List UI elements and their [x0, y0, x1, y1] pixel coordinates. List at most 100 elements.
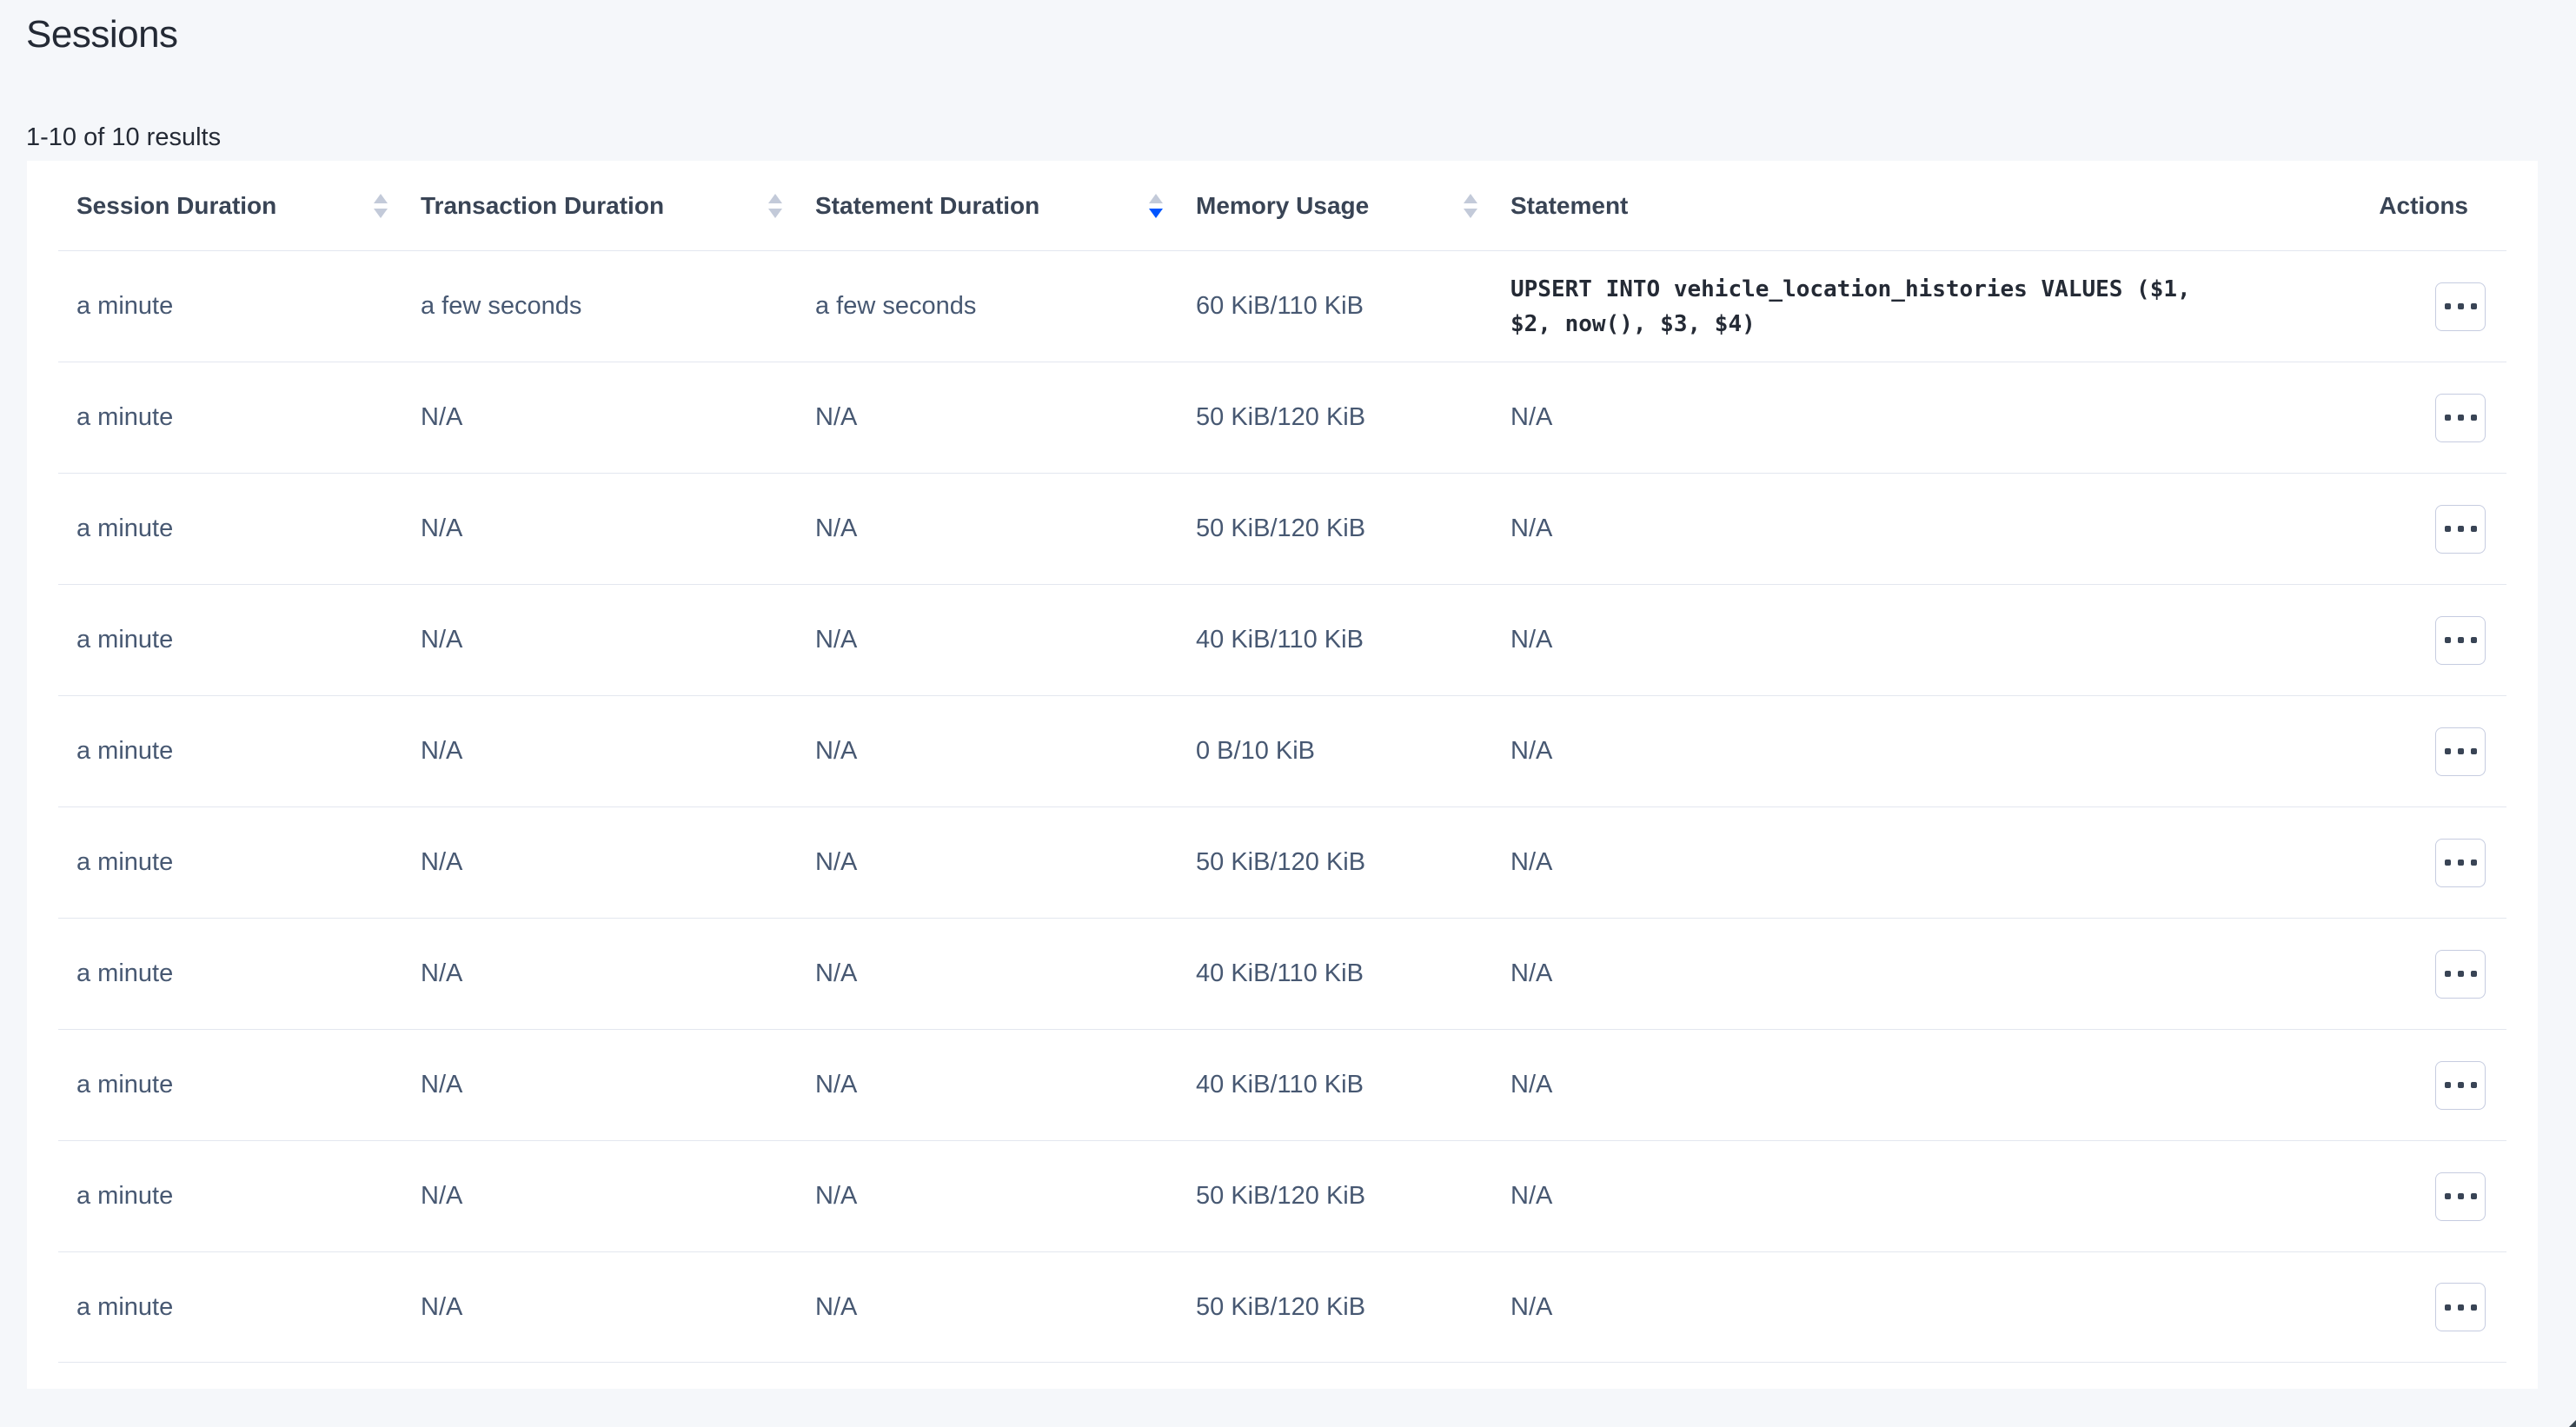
statement-duration-cell: N/A — [815, 514, 858, 542]
column-header-transaction-duration[interactable]: Transaction Duration — [421, 161, 815, 250]
row-actions-button[interactable] — [2435, 838, 2486, 887]
ellipsis-icon — [2457, 748, 2464, 754]
ellipsis-icon — [2457, 971, 2464, 977]
statement-cell: N/A — [1510, 1252, 2380, 1362]
transaction-duration-cell: N/A — [421, 403, 463, 431]
actions-cell — [2380, 807, 2506, 918]
row-actions-button[interactable] — [2435, 727, 2486, 776]
row-actions-button[interactable] — [2435, 1171, 2486, 1221]
sort-carets-icon — [768, 193, 782, 218]
table-row: a minute N/A N/A 40 KiB/110 KiB N/A — [58, 1029, 2506, 1140]
ellipsis-icon — [2470, 1193, 2477, 1199]
statement-cell: N/A — [1510, 1030, 2380, 1140]
statement-text: N/A — [1510, 1182, 1553, 1210]
ellipsis-icon — [2470, 415, 2477, 421]
row-actions-button[interactable] — [2435, 949, 2486, 999]
column-header-memory-usage[interactable]: Memory Usage — [1196, 161, 1510, 250]
ellipsis-icon — [2457, 1304, 2464, 1311]
table-row: a minute N/A N/A 50 KiB/120 KiB N/A — [58, 1251, 2506, 1363]
memory-usage-cell: 40 KiB/110 KiB — [1196, 626, 1364, 654]
statement-duration-cell: N/A — [815, 1292, 858, 1321]
transaction-duration-cell: N/A — [421, 626, 463, 654]
memory-usage-cell: 50 KiB/120 KiB — [1196, 514, 1366, 542]
table-row: a minute N/A N/A 50 KiB/120 KiB N/A — [58, 806, 2506, 918]
row-actions-button[interactable] — [2435, 282, 2486, 331]
table-row: a minute N/A N/A 40 KiB/110 KiB N/A — [58, 918, 2506, 1029]
table-row: a minute N/A N/A 50 KiB/120 KiB N/A — [58, 473, 2506, 584]
session-duration-cell: a minute — [76, 292, 174, 320]
session-duration-cell: a minute — [76, 959, 174, 987]
ellipsis-icon — [2444, 303, 2451, 309]
memory-usage-cell: 50 KiB/120 KiB — [1196, 848, 1366, 876]
statement-cell: UPSERT INTO vehicle_location_histories V… — [1510, 251, 2380, 362]
statement-text: N/A — [1510, 1071, 1553, 1098]
statement-cell: N/A — [1510, 1141, 2380, 1251]
column-header-label: Session Duration — [76, 191, 277, 219]
statement-cell: N/A — [1510, 807, 2380, 918]
ellipsis-icon — [2457, 303, 2464, 309]
memory-usage-cell: 40 KiB/110 KiB — [1196, 1071, 1364, 1098]
memory-usage-cell: 50 KiB/120 KiB — [1196, 1292, 1366, 1321]
window-resize-corner-icon — [2557, 1420, 2576, 1427]
session-duration-cell: a minute — [76, 1071, 174, 1098]
row-actions-button[interactable] — [2435, 615, 2486, 665]
table-body: a minute a few seconds a few seconds 60 … — [58, 250, 2506, 1363]
statement-text: N/A — [1510, 403, 1553, 431]
transaction-duration-cell: N/A — [421, 514, 463, 542]
statement-duration-cell: a few seconds — [815, 292, 977, 320]
ellipsis-icon — [2444, 1082, 2451, 1088]
statement-duration-cell: N/A — [815, 959, 858, 987]
actions-cell — [2380, 919, 2506, 1029]
sort-desc-icon — [1149, 193, 1163, 218]
row-actions-button[interactable] — [2435, 393, 2486, 442]
memory-usage-cell: 50 KiB/120 KiB — [1196, 403, 1366, 431]
session-duration-cell: a minute — [76, 848, 174, 876]
row-actions-button[interactable] — [2435, 1283, 2486, 1331]
statement-duration-cell: N/A — [815, 626, 858, 654]
ellipsis-icon — [2444, 748, 2451, 754]
ellipsis-icon — [2470, 1082, 2477, 1088]
ellipsis-icon — [2470, 526, 2477, 532]
statement-duration-cell: N/A — [815, 848, 858, 876]
table-row: a minute N/A N/A 40 KiB/110 KiB N/A — [58, 584, 2506, 695]
actions-cell — [2380, 1252, 2506, 1362]
actions-cell — [2380, 585, 2506, 695]
statement-duration-cell: N/A — [815, 403, 858, 431]
ellipsis-icon — [2444, 415, 2451, 421]
table-header-row: Session Duration Transaction Duration St… — [58, 161, 2506, 250]
sort-carets-icon — [1464, 193, 1477, 218]
results-summary: 1-10 of 10 results — [26, 123, 222, 151]
statement-text: N/A — [1510, 737, 1553, 765]
statement-text: N/A — [1510, 514, 1553, 542]
ellipsis-icon — [2444, 971, 2451, 977]
ellipsis-icon — [2470, 637, 2477, 643]
sessions-table-card: Session Duration Transaction Duration St… — [27, 161, 2538, 1389]
column-header-label: Statement Duration — [815, 191, 1040, 219]
transaction-duration-cell: a few seconds — [421, 292, 582, 320]
session-duration-cell: a minute — [76, 514, 174, 542]
transaction-duration-cell: N/A — [421, 1071, 463, 1098]
memory-usage-cell: 40 KiB/110 KiB — [1196, 959, 1364, 987]
memory-usage-cell: 50 KiB/120 KiB — [1196, 1182, 1366, 1210]
row-actions-button[interactable] — [2435, 504, 2486, 554]
column-header-statement-duration[interactable]: Statement Duration — [815, 161, 1196, 250]
ellipsis-icon — [2470, 1304, 2477, 1311]
statement-text: N/A — [1510, 848, 1553, 876]
ellipsis-icon — [2457, 860, 2464, 866]
column-header-actions: Actions — [2379, 161, 2506, 250]
column-header-session-duration[interactable]: Session Duration — [58, 161, 421, 250]
page-title: Sessions — [26, 13, 178, 56]
ellipsis-icon — [2444, 1193, 2451, 1199]
actions-cell — [2380, 362, 2506, 473]
row-actions-button[interactable] — [2435, 1060, 2486, 1110]
ellipsis-icon — [2444, 526, 2451, 532]
table-row: a minute N/A N/A 0 B/10 KiB N/A — [58, 695, 2506, 806]
actions-cell — [2380, 1030, 2506, 1140]
table-row: a minute N/A N/A 50 KiB/120 KiB N/A — [58, 1140, 2506, 1251]
statement-cell: N/A — [1510, 362, 2380, 473]
column-header-label: Transaction Duration — [421, 191, 665, 219]
statement-text: N/A — [1510, 959, 1553, 987]
ellipsis-icon — [2444, 637, 2451, 643]
statement-cell: N/A — [1510, 585, 2380, 695]
ellipsis-icon — [2457, 637, 2464, 643]
